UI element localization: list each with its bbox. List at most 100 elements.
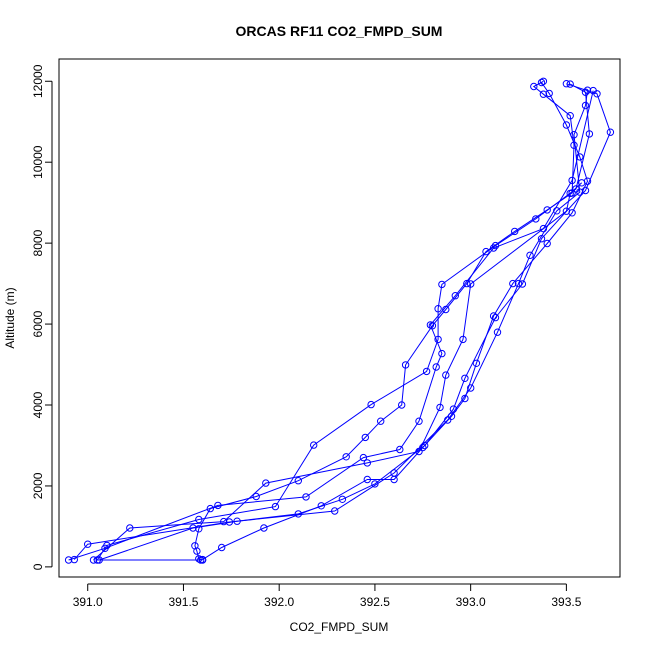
data-point	[493, 328, 502, 336]
data-point	[583, 86, 592, 94]
data-point	[195, 525, 203, 533]
data-point	[260, 524, 268, 532]
data-point	[197, 556, 205, 564]
data-point	[271, 502, 280, 511]
data-point	[581, 101, 590, 110]
x-tick-label: 392.0	[264, 595, 294, 609]
data-point	[472, 359, 481, 367]
data-point	[562, 207, 571, 215]
data-point	[436, 403, 444, 412]
data-point	[491, 313, 500, 322]
data-point	[482, 247, 490, 256]
data-point	[422, 367, 431, 376]
y-axis: 0 2000 4000 6000 8000 10000 12000	[31, 64, 53, 570]
data-point	[398, 401, 406, 409]
data-point	[225, 518, 234, 526]
data-point	[526, 251, 534, 260]
data-point	[566, 112, 574, 120]
x-tick-label: 393.0	[456, 595, 486, 609]
x-axis: 391.0 391.5 392.0 392.5 393.0 393.5	[73, 583, 582, 609]
data-point	[415, 417, 423, 425]
data-point	[489, 244, 498, 252]
data-point	[342, 453, 350, 461]
series-line-1	[194, 80, 575, 561]
data-point	[532, 215, 540, 223]
data-point	[444, 416, 452, 424]
y-tick-label: 12000	[31, 64, 45, 98]
data-point	[545, 89, 553, 98]
data-point	[578, 179, 586, 187]
data-point	[589, 86, 597, 95]
data-point	[459, 335, 467, 344]
data-point	[220, 517, 228, 526]
data-point	[537, 78, 546, 87]
data-point	[415, 447, 423, 456]
plot-frame	[58, 58, 621, 578]
data-point	[84, 540, 92, 548]
data-point	[126, 524, 134, 532]
data-point	[70, 555, 79, 564]
data-point	[570, 131, 578, 139]
data-point	[543, 206, 551, 214]
chart-title: ORCAS RF11 CO2_FMPD_SUM	[236, 23, 443, 39]
data-point	[514, 279, 523, 288]
data-point	[467, 384, 475, 392]
data-point	[101, 544, 109, 552]
data-point	[363, 475, 371, 484]
data-point	[606, 128, 615, 136]
data-point	[434, 305, 442, 313]
data-point	[518, 280, 527, 288]
data-point	[214, 501, 222, 510]
data-point	[539, 90, 548, 98]
data-point	[331, 507, 339, 515]
data-point	[463, 279, 471, 288]
data-point	[438, 349, 446, 358]
data-point	[310, 441, 318, 449]
data-point	[553, 207, 561, 215]
data-point	[566, 189, 574, 198]
data-point	[302, 493, 310, 501]
data-point	[195, 555, 203, 563]
data-point	[432, 363, 440, 371]
x-tick-label: 392.5	[360, 595, 390, 609]
data-point	[576, 188, 584, 196]
data-point	[562, 80, 571, 88]
data-point	[530, 82, 538, 91]
series-line-3	[96, 83, 590, 561]
data-point	[89, 556, 98, 564]
x-tick-label: 391.5	[168, 595, 198, 609]
series-line-7	[93, 182, 583, 561]
data-point	[467, 280, 475, 288]
data-point	[434, 335, 442, 344]
data-point	[363, 459, 371, 467]
data-point	[442, 371, 450, 379]
data-point	[401, 361, 410, 369]
data-point	[581, 88, 590, 96]
data-point	[438, 280, 446, 289]
data-point	[317, 502, 325, 510]
y-tick-label: 4000	[31, 391, 45, 418]
data-point	[195, 515, 203, 524]
x-tick-label: 393.5	[551, 595, 581, 609]
y-tick-label: 6000	[31, 310, 45, 337]
data-point	[262, 479, 270, 487]
data-point	[294, 510, 302, 518]
data-point	[390, 469, 398, 477]
data-point	[338, 495, 347, 503]
data-point	[543, 239, 551, 248]
data-point	[294, 477, 302, 485]
data-point	[461, 374, 469, 382]
data-point	[396, 445, 404, 454]
data-point	[361, 433, 369, 442]
y-tick-label: 2000	[31, 472, 45, 499]
series-line-6	[73, 90, 588, 560]
data-point	[252, 492, 260, 501]
data-point	[568, 176, 576, 185]
data-point	[371, 480, 379, 488]
data-point	[359, 453, 368, 462]
data-point	[95, 556, 103, 564]
y-tick-label: 0	[31, 563, 45, 570]
y-tick-label: 10000	[31, 145, 45, 179]
data-point	[451, 292, 459, 300]
